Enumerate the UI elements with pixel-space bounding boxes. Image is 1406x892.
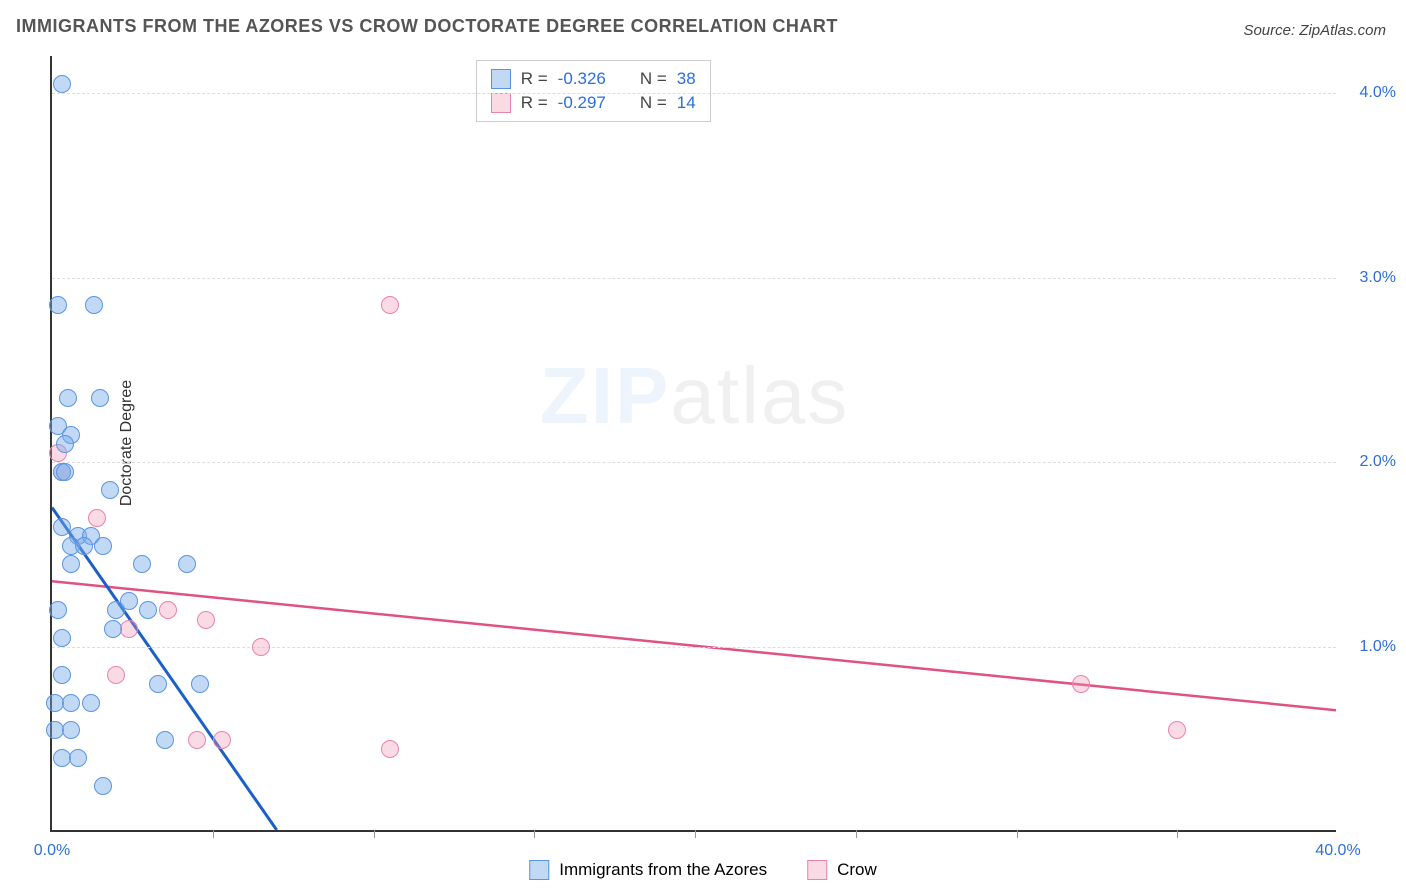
watermark: ZIPatlas	[540, 350, 849, 442]
data-point	[191, 675, 209, 693]
gridline	[52, 462, 1336, 463]
x-tick-label: 0.0%	[34, 842, 70, 860]
data-point	[56, 435, 74, 453]
data-point	[94, 777, 112, 795]
x-tick-mark	[1177, 830, 1178, 838]
plot-area: Doctorate Degree ZIPatlas R = -0.326 N =…	[50, 56, 1336, 832]
x-tick-label: 40.0%	[1315, 842, 1360, 860]
data-point	[82, 694, 100, 712]
legend-item-pink: Crow	[807, 858, 877, 882]
chart-title: IMMIGRANTS FROM THE AZORES VS CROW DOCTO…	[16, 16, 838, 37]
stats-row-pink: R = -0.297 N = 14	[491, 91, 696, 115]
data-point	[197, 611, 215, 629]
x-tick-mark	[534, 830, 535, 838]
data-point	[62, 694, 80, 712]
data-point	[49, 296, 67, 314]
data-point	[53, 666, 71, 684]
data-point	[381, 740, 399, 758]
bottom-legend: Immigrants from the Azores Crow	[529, 858, 877, 882]
data-point	[149, 675, 167, 693]
swatch-pink-icon	[807, 860, 827, 880]
x-tick-mark	[1017, 830, 1018, 838]
x-tick-mark	[374, 830, 375, 838]
stats-row-blue: R = -0.326 N = 38	[491, 67, 696, 91]
data-point	[120, 592, 138, 610]
data-point	[75, 537, 93, 555]
gridline	[52, 278, 1336, 279]
data-point	[107, 666, 125, 684]
data-point	[381, 296, 399, 314]
y-tick-label: 3.0%	[1360, 269, 1396, 287]
x-tick-mark	[695, 830, 696, 838]
data-point	[62, 555, 80, 573]
swatch-blue-icon	[529, 860, 549, 880]
data-point	[88, 509, 106, 527]
data-point	[213, 731, 231, 749]
swatch-blue-icon	[491, 69, 511, 89]
stats-legend: R = -0.326 N = 38 R = -0.297 N = 14	[476, 60, 711, 122]
data-point	[188, 731, 206, 749]
data-point	[1168, 721, 1186, 739]
y-tick-label: 1.0%	[1360, 638, 1396, 656]
data-point	[178, 555, 196, 573]
data-point	[252, 638, 270, 656]
data-point	[133, 555, 151, 573]
data-point	[101, 481, 119, 499]
y-tick-label: 2.0%	[1360, 453, 1396, 471]
data-point	[56, 463, 74, 481]
x-tick-mark	[856, 830, 857, 838]
data-point	[59, 389, 77, 407]
gridline	[52, 93, 1336, 94]
data-point	[53, 75, 71, 93]
data-point	[159, 601, 177, 619]
trend-lines	[52, 56, 1336, 830]
data-point	[120, 620, 138, 638]
y-tick-label: 4.0%	[1360, 84, 1396, 102]
gridline	[52, 647, 1336, 648]
data-point	[1072, 675, 1090, 693]
swatch-pink-icon	[491, 93, 511, 113]
data-point	[49, 601, 67, 619]
data-point	[69, 749, 87, 767]
data-point	[85, 296, 103, 314]
legend-item-blue: Immigrants from the Azores	[529, 858, 767, 882]
data-point	[156, 731, 174, 749]
data-point	[104, 620, 122, 638]
data-point	[62, 721, 80, 739]
data-point	[94, 537, 112, 555]
source-label: Source: ZipAtlas.com	[1243, 22, 1386, 39]
data-point	[53, 629, 71, 647]
y-axis-label: Doctorate Degree	[118, 380, 136, 506]
data-point	[91, 389, 109, 407]
x-tick-mark	[213, 830, 214, 838]
data-point	[139, 601, 157, 619]
